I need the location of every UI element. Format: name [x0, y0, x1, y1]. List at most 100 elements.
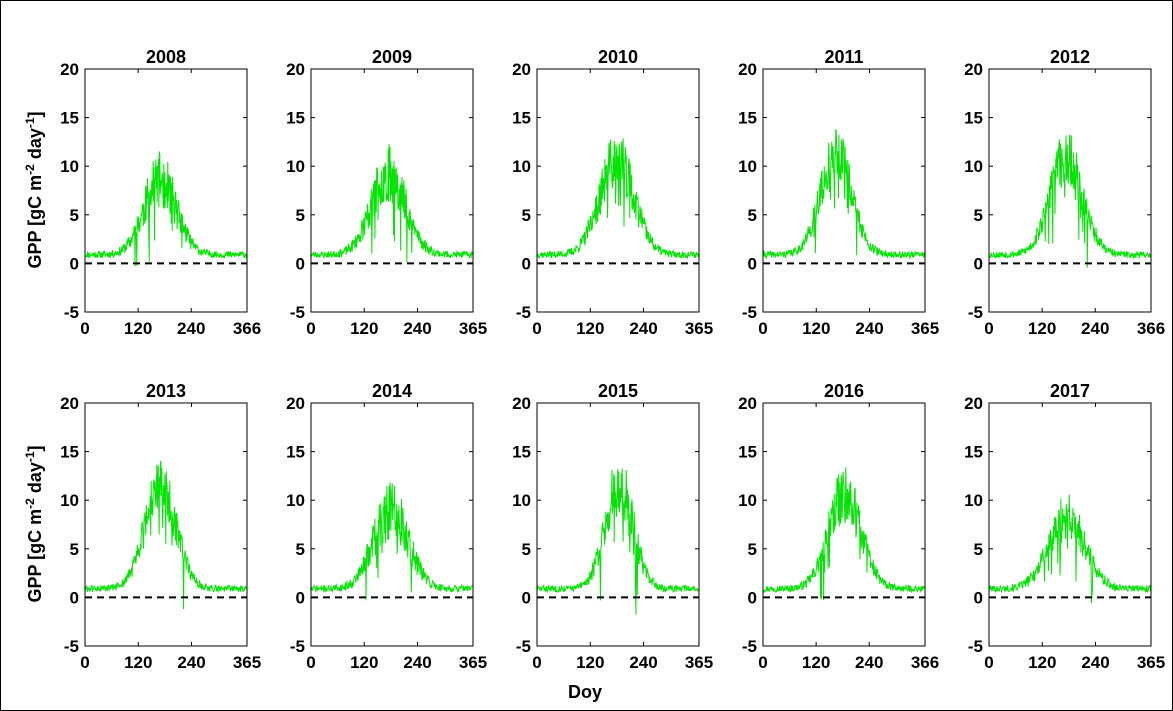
y-tick-label: 10 [964, 157, 983, 176]
x-tick-label: 0 [306, 653, 315, 672]
y-tick-label: -5 [290, 637, 305, 656]
x-tick-label: 365 [685, 319, 713, 338]
subplot-title: 2012 [1050, 47, 1090, 67]
y-tick-label: -5 [64, 637, 79, 656]
y-tick-label: 0 [70, 254, 79, 273]
y-tick-label: 0 [70, 588, 79, 607]
y-tick-label: 20 [512, 394, 531, 413]
y-tick-label: 10 [286, 157, 305, 176]
x-tick-label: 240 [629, 653, 657, 672]
y-tick-label: 15 [60, 109, 79, 128]
x-tick-label: 366 [911, 653, 939, 672]
y-tick-label: 0 [974, 588, 983, 607]
gpp-series-line-2009 [311, 144, 474, 263]
x-tick-label: 120 [350, 319, 378, 338]
gpp-series-line-2014 [310, 482, 474, 601]
y-axis-label-part: GPP [gC m [25, 509, 45, 603]
y-tick-label: 5 [748, 206, 757, 225]
x-tick-label: 365 [459, 319, 487, 338]
x-tick-label: 120 [350, 653, 378, 672]
gpp-series-line-2010 [536, 138, 700, 260]
x-tick-label: 120 [802, 653, 830, 672]
y-tick-label: -5 [968, 303, 983, 322]
y-tick-label: 15 [964, 109, 983, 128]
subplot-title: 2015 [598, 381, 638, 401]
x-tick-label: 240 [855, 319, 883, 338]
y-tick-label: 15 [738, 109, 757, 128]
axes-box [84, 402, 248, 647]
axes-box [988, 68, 1152, 313]
x-tick-label: 240 [403, 653, 431, 672]
y-tick-label: 20 [738, 394, 757, 413]
y-tick-label: 0 [296, 254, 305, 273]
subplot-title: 2014 [372, 381, 412, 401]
y-tick-label: -5 [64, 303, 79, 322]
y-axis-label-part: day [25, 128, 45, 164]
x-axis-label: Doy [568, 682, 602, 702]
y-tick-label: -5 [516, 637, 531, 656]
y-tick-label: 15 [964, 443, 983, 462]
x-tick-label: 240 [1081, 319, 1109, 338]
y-axis-label-part: day [25, 462, 45, 498]
axes-box [310, 402, 474, 647]
y-axis-label-part: ] [25, 111, 45, 117]
subplot-title: 2011 [824, 47, 863, 67]
x-tick-label: 0 [984, 319, 993, 338]
y-tick-label: 20 [286, 60, 305, 79]
y-tick-label: 20 [60, 60, 79, 79]
y-tick-label: -5 [742, 303, 757, 322]
y-axis-label-part: -1 [23, 451, 37, 462]
y-tick-label: 0 [974, 254, 983, 273]
y-axis-label: GPP [gC m-2 day-1] [23, 445, 45, 602]
x-tick-label: 365 [911, 319, 939, 338]
gpp-series-line-2017 [988, 494, 1152, 604]
x-tick-label: 120 [124, 653, 152, 672]
y-tick-label: 0 [296, 588, 305, 607]
axes-box [988, 402, 1152, 647]
axes-box [536, 402, 700, 647]
x-tick-label: 0 [532, 653, 541, 672]
y-tick-label: 5 [974, 540, 983, 559]
y-tick-label: 10 [60, 157, 79, 176]
gpp-series-line-2011 [762, 129, 926, 260]
y-axis-label-part: -2 [23, 164, 37, 175]
y-tick-label: 10 [964, 491, 983, 510]
x-tick-label: 240 [177, 319, 205, 338]
subplot-title: 2008 [146, 47, 186, 67]
y-tick-label: 0 [748, 588, 757, 607]
axes-box [536, 68, 700, 313]
x-tick-label: 0 [532, 319, 541, 338]
x-tick-label: 0 [758, 319, 767, 338]
gpp-series-line-2012 [988, 134, 1152, 268]
y-tick-label: 10 [286, 491, 305, 510]
x-tick-label: 365 [685, 653, 713, 672]
y-tick-label: 5 [522, 206, 531, 225]
y-axis-label: GPP [gC m-2 day-1] [23, 111, 45, 268]
y-tick-label: 5 [522, 540, 531, 559]
y-tick-label: -5 [290, 303, 305, 322]
y-tick-label: -5 [968, 637, 983, 656]
subplot-title: 2013 [146, 381, 186, 401]
x-tick-label: 0 [758, 653, 767, 672]
y-tick-label: -5 [516, 303, 531, 322]
y-axis-label-part: -2 [23, 498, 37, 509]
x-tick-label: 0 [80, 319, 89, 338]
gpp-series-line-2016 [762, 467, 926, 601]
y-tick-label: 15 [60, 443, 79, 462]
y-tick-label: 20 [286, 394, 305, 413]
y-tick-label: 10 [60, 491, 79, 510]
y-tick-label: 15 [286, 109, 305, 128]
axes-box [762, 68, 926, 313]
y-tick-label: 10 [738, 491, 757, 510]
x-tick-label: 365 [233, 653, 261, 672]
y-tick-label: 5 [296, 206, 305, 225]
x-tick-label: 240 [177, 653, 205, 672]
y-tick-label: 0 [522, 254, 531, 273]
